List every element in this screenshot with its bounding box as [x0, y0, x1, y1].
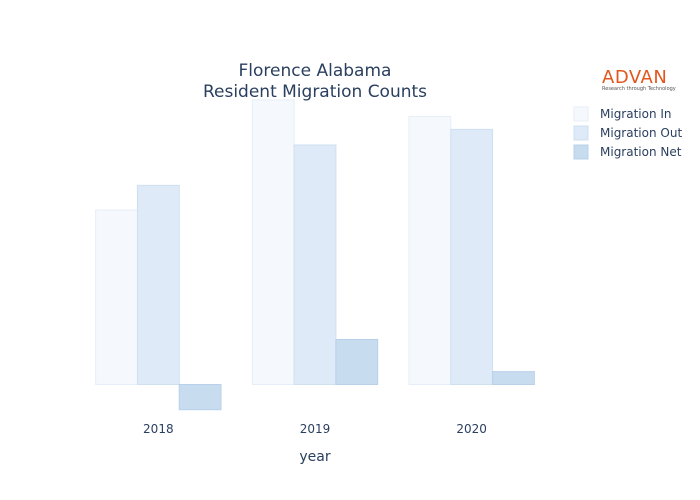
legend-label-migration-out[interactable]: Migration Out: [600, 126, 682, 140]
bar-migration-out-2020[interactable]: [450, 128, 494, 385]
legend-label-migration-net[interactable]: Migration Net: [600, 145, 682, 159]
legend: Migration In Migration Out Migration Net: [573, 106, 682, 160]
chart-title-line-1: Florence Alabama: [239, 61, 392, 81]
bar-migration-net-2018[interactable]: [178, 383, 222, 411]
bars-group: [95, 99, 535, 411]
bar-migration-in-2018[interactable]: [95, 209, 138, 385]
bar-migration-out-2019[interactable]: [293, 144, 337, 385]
bar-migration-net-2020[interactable]: [492, 371, 535, 385]
logo-tagline: Research through Technology: [602, 86, 676, 92]
x-tick-label-2020: 2020: [456, 422, 487, 436]
chart-title-line-2: Resident Migration Counts: [203, 82, 427, 102]
advan-logo: ADVAN Research through Technology: [602, 67, 676, 92]
logo-wordmark: ADVAN: [602, 67, 667, 88]
x-tick-label-2019: 2019: [300, 422, 331, 436]
bar-migration-in-2020[interactable]: [408, 116, 452, 385]
bar-migration-out-2018[interactable]: [136, 184, 180, 385]
x-axis-title: year: [299, 449, 330, 465]
legend-swatch-migration-in[interactable]: [573, 106, 589, 122]
bar-migration-net-2019[interactable]: [335, 339, 379, 385]
legend-swatch-migration-out[interactable]: [573, 125, 589, 141]
bar-migration-in-2019[interactable]: [251, 99, 295, 385]
x-tick-labels: 2018 2019 2020: [143, 422, 487, 436]
legend-swatch-migration-net[interactable]: [573, 144, 589, 160]
x-tick-label-2018: 2018: [143, 422, 174, 436]
legend-label-migration-in[interactable]: Migration In: [600, 107, 672, 121]
